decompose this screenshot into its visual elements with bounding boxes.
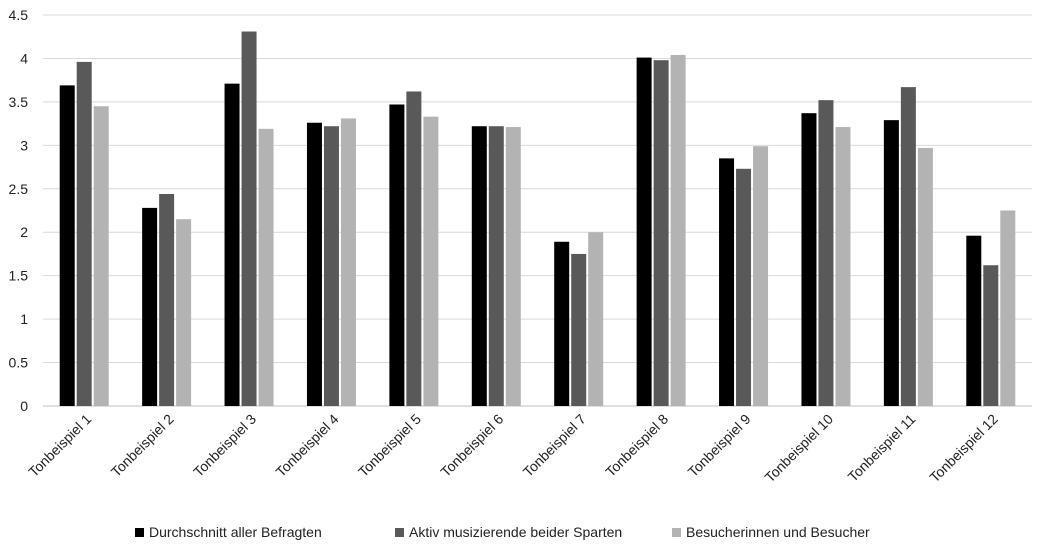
legend-swatch bbox=[395, 528, 404, 537]
y-tick-label: 0 bbox=[20, 398, 28, 414]
y-axis-ticks: 0 0.5 1 1.5 2 2.5 3 3.5 4 4.5 bbox=[9, 7, 29, 414]
x-tick-label: Tonbeispiel 5 bbox=[355, 411, 424, 480]
bar bbox=[142, 207, 158, 406]
x-tick-label: Tonbeispiel 4 bbox=[272, 411, 341, 480]
x-tick-label: Tonbeispiel 11 bbox=[845, 411, 919, 485]
bar bbox=[340, 118, 356, 407]
bar bbox=[983, 265, 999, 406]
bar bbox=[224, 83, 240, 407]
gridlines bbox=[43, 14, 1032, 407]
bar bbox=[966, 235, 982, 406]
bar bbox=[76, 61, 92, 407]
bar bbox=[93, 106, 109, 406]
bar bbox=[323, 126, 339, 407]
bar bbox=[176, 219, 192, 406]
x-tick-label: Tonbeispiel 3 bbox=[190, 411, 259, 480]
bar bbox=[406, 91, 422, 406]
bar bbox=[59, 85, 75, 406]
bar bbox=[670, 54, 686, 407]
bar bbox=[753, 146, 769, 407]
x-tick-label: Tonbeispiel 10 bbox=[761, 411, 836, 486]
bar bbox=[588, 232, 604, 406]
bar bbox=[306, 122, 322, 407]
y-tick-label: 4.5 bbox=[9, 7, 29, 23]
legend-label: Besucherinnen und Besucher bbox=[686, 524, 870, 540]
bar bbox=[423, 116, 439, 406]
bar bbox=[653, 60, 669, 406]
y-tick-label: 1.5 bbox=[9, 268, 29, 284]
y-tick-label: 4 bbox=[20, 50, 28, 66]
y-tick-label: 2.5 bbox=[9, 181, 29, 197]
bar bbox=[1000, 210, 1016, 406]
legend-label: Aktiv musizierende beider Sparten bbox=[409, 524, 622, 540]
bar bbox=[835, 127, 851, 406]
y-tick-label: 3 bbox=[20, 137, 28, 153]
x-tick-label: Tonbeispiel 2 bbox=[108, 411, 177, 480]
x-tick-label: Tonbeispiel 1 bbox=[25, 411, 94, 480]
legend-swatch bbox=[672, 528, 681, 537]
bar bbox=[900, 87, 916, 407]
y-tick-label: 0.5 bbox=[9, 355, 29, 371]
legend-swatch bbox=[135, 528, 144, 537]
bar bbox=[159, 193, 175, 406]
bars bbox=[59, 31, 1016, 407]
x-tick-label: Tonbeispiel 7 bbox=[520, 411, 589, 480]
bar bbox=[818, 100, 834, 406]
bar bbox=[917, 147, 933, 406]
y-tick-label: 2 bbox=[20, 224, 28, 240]
bar bbox=[488, 126, 504, 407]
bar bbox=[719, 158, 735, 406]
legend: Durchschnitt aller Befragten Aktiv musizi… bbox=[135, 524, 870, 540]
bar bbox=[736, 168, 752, 406]
bar bbox=[554, 241, 570, 406]
bar bbox=[241, 31, 257, 407]
bar bbox=[636, 57, 652, 406]
bar bbox=[505, 127, 521, 406]
x-tick-label: Tonbeispiel 8 bbox=[602, 411, 671, 480]
x-tick-label: Tonbeispiel 6 bbox=[437, 411, 506, 480]
y-tick-label: 1 bbox=[20, 311, 28, 327]
x-tick-label: Tonbeispiel 9 bbox=[685, 411, 754, 480]
bar bbox=[471, 126, 487, 407]
bar bbox=[258, 128, 274, 406]
y-tick-label: 3.5 bbox=[9, 94, 29, 110]
bar bbox=[389, 104, 405, 407]
bar bbox=[571, 253, 587, 406]
bar bbox=[801, 113, 817, 406]
x-tick-label: Tonbeispiel 12 bbox=[926, 411, 1001, 486]
legend-label: Durchschnitt aller Befragten bbox=[149, 524, 322, 540]
bar bbox=[883, 120, 899, 406]
